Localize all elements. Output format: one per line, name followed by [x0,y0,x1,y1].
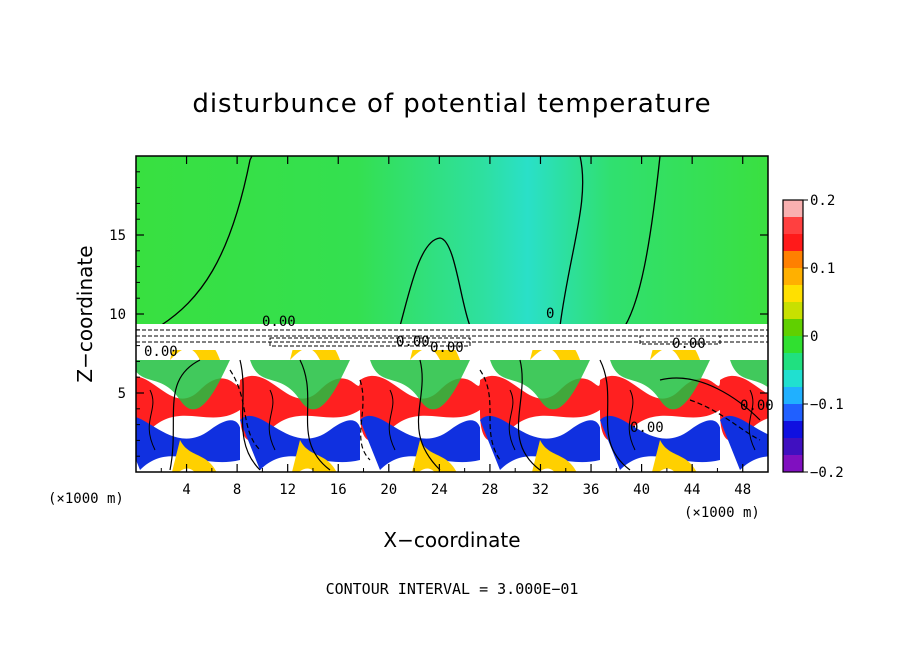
colorbar-swatch [783,336,803,354]
colorbar-tick-label: 0 [810,329,818,345]
zero-contour-upper [159,156,661,327]
x-unit-label-right: (×1000 m) [684,505,760,521]
contour-labels: 0.000.000.00 0.000.000.000.000 [144,306,774,436]
contour-label: 0.00 [262,314,296,330]
plot-area [136,156,768,472]
lower-field [136,350,768,472]
y-tick-label: 10 [109,307,126,323]
x-tick-label: 48 [734,482,751,498]
colorbar-swatch [783,302,803,320]
colorbar-swatch [783,268,803,286]
chart-title: disturbunce of potential temperature [192,89,711,119]
x-axis-title: X−coordinate [383,528,520,552]
y-tick-label: 5 [118,386,126,402]
colorbar-swatch [783,387,803,405]
x-tick-label: 44 [684,482,701,498]
colorbar-swatch [783,251,803,269]
colorbar-swatch [783,285,803,303]
x-tick-label: 36 [583,482,600,498]
x-tick-label: 24 [431,482,448,498]
colorbar-swatch [783,200,803,218]
colorbar-swatch [783,234,803,252]
x-tick-label: 40 [633,482,650,498]
colorbar-tick-label: 0.2 [810,193,835,209]
lower-contours-dashed [229,369,761,461]
x-axis: 4 8 12 16 20 24 28 32 36 40 44 48 [160,156,751,498]
x-unit-label-left: (×1000 m) [48,491,124,507]
contour-label: 0.00 [672,336,706,352]
contour-label: 0.00 [144,344,178,360]
colorbar-swatch [783,217,803,235]
colorbar-tick-label: −0.1 [810,397,844,413]
upper-field [136,156,768,326]
x-tick-label: 16 [330,482,347,498]
colorbar-swatch [783,438,803,456]
colorbar-tick-label: 0.1 [810,261,835,277]
colorbar-swatch [783,455,803,473]
colorbar-swatch [783,404,803,422]
colorbar-swatch [783,421,803,439]
y-axis-title: Z−coordinate [73,245,97,382]
contour-label: 0.00 [630,420,664,436]
contour-interval-label: CONTOUR INTERVAL = 3.000E−01 [326,580,579,598]
contour-label: 0.00 [430,340,464,356]
colorbar [782,199,804,473]
colorbar-swatch [783,319,803,337]
x-tick-label: 20 [380,482,397,498]
x-tick-label: 12 [279,482,296,498]
x-tick-label: 32 [532,482,549,498]
x-tick-label: 8 [233,482,241,498]
lower-contours [169,359,761,471]
y-tick-label: 15 [109,228,126,244]
colorbar-swatch [783,370,803,388]
contour-label: 0 [546,306,554,322]
colorbar-swatch [783,353,803,371]
band-contours [136,329,768,347]
x-tick-label: 28 [481,482,498,498]
colorbar-ticks: 0.2 0.1 0 −0.1 −0.2 [803,193,844,481]
contour-label: 0.00 [740,398,774,414]
contour-label: 0.00 [396,334,430,350]
colorbar-tick-label: −0.2 [810,465,844,481]
x-tick-label: 4 [182,482,190,498]
y-axis: 5 10 15 [109,171,768,457]
